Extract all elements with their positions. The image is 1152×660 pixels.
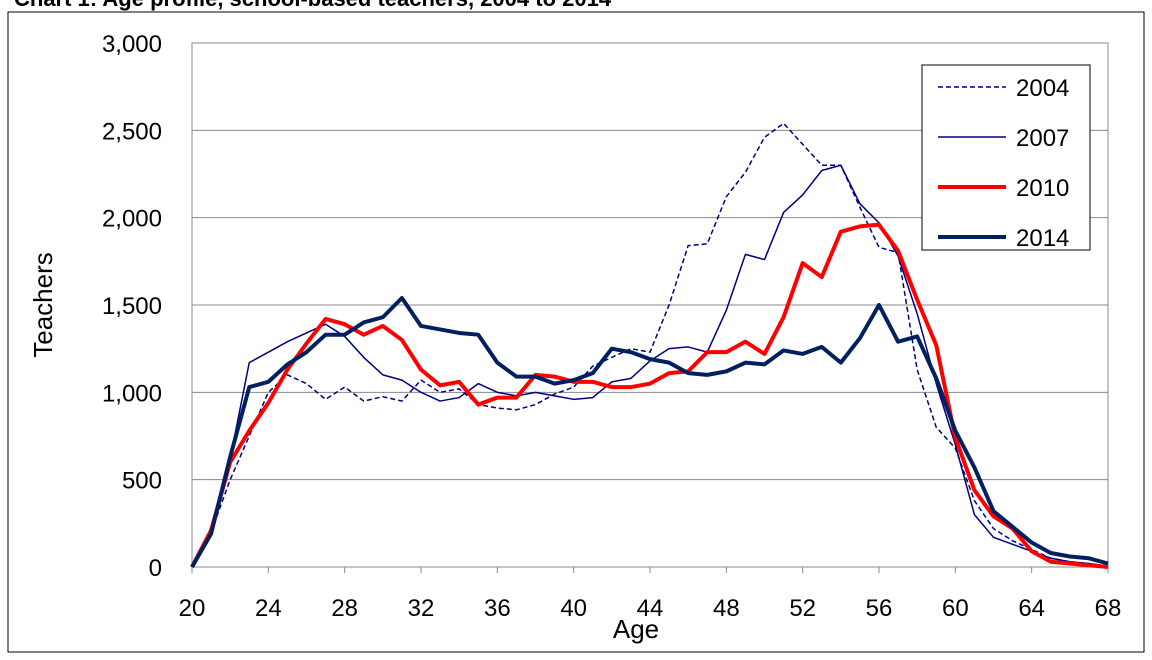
x-tick-label: 48 [713,595,740,622]
x-tick-label: 32 [408,595,435,622]
legend-label: 2007 [1016,125,1069,152]
legend-label: 2014 [1016,225,1069,252]
y-tick-label: 1,000 [102,380,162,407]
x-tick-label: 36 [484,595,511,622]
x-tick-label: 20 [179,595,206,622]
y-tick-label: 3,000 [102,31,162,58]
y-tick-label: 0 [149,555,162,582]
y-tick-label: 2,500 [102,118,162,145]
chart-title: Chart 1: Age profile, school-based teach… [14,0,612,11]
x-tick-label: 56 [866,595,893,622]
x-tick-label: 24 [255,595,282,622]
x-tick-label: 44 [637,595,664,622]
legend-label: 2010 [1016,175,1069,202]
x-tick-label: 40 [560,595,587,622]
x-tick-label: 60 [942,595,969,622]
x-tick-label: 28 [331,595,358,622]
legend-label: 2004 [1016,75,1069,102]
y-tick-label: 1,500 [102,293,162,320]
y-tick-label: 500 [122,468,162,495]
x-tick-label: 52 [789,595,816,622]
x-tick-label: 64 [1018,595,1045,622]
x-tick-label: 68 [1095,595,1122,622]
y-axis-label: Teachers [28,252,58,358]
y-tick-label: 2,000 [102,206,162,233]
